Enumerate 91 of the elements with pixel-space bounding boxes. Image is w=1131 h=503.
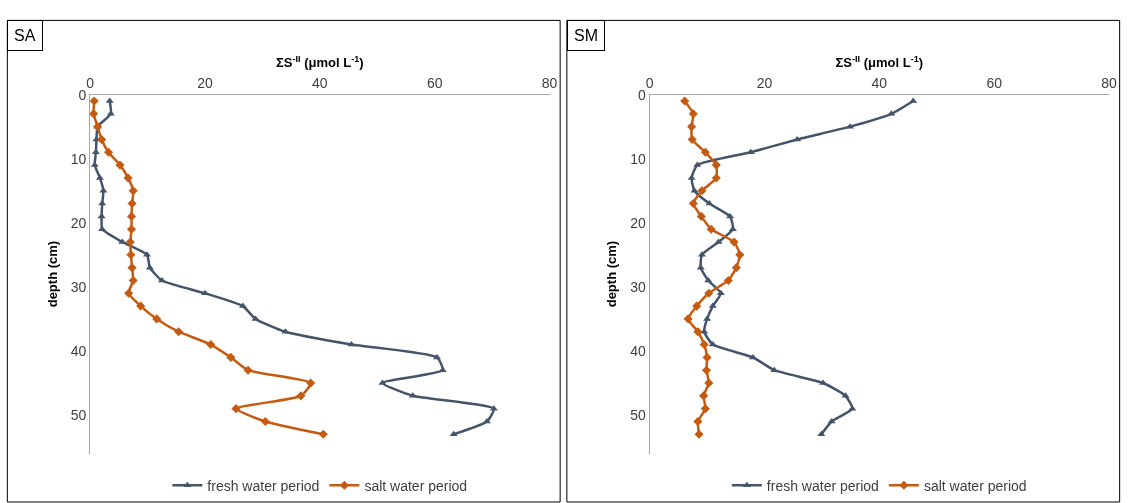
y-tick-label: 0: [638, 86, 647, 103]
point: [103, 147, 114, 157]
point: [694, 429, 704, 439]
x-tick-label: 60: [426, 75, 443, 92]
x-tick-label: 60: [986, 75, 1003, 92]
point: [697, 186, 707, 196]
point: [231, 404, 241, 414]
point: [700, 404, 710, 414]
legend-label: fresh water period: [766, 477, 879, 494]
legend-label: fresh water period: [207, 477, 320, 494]
point: [735, 250, 745, 260]
chart-title: SM: [574, 27, 598, 44]
point: [699, 340, 709, 350]
y-tick-label: 30: [70, 278, 87, 295]
point: [729, 237, 739, 247]
point: [123, 173, 133, 183]
point: [716, 289, 725, 296]
point: [136, 301, 146, 311]
point: [711, 160, 721, 170]
point: [97, 134, 107, 145]
y-tick-label: 40: [70, 342, 87, 359]
point: [243, 365, 253, 375]
y-tick-label: 30: [630, 278, 647, 295]
legend-label: salt water period: [364, 477, 468, 494]
point: [687, 122, 697, 132]
point: [683, 314, 693, 324]
y-tick-label: 20: [630, 214, 647, 231]
point: [692, 301, 702, 311]
point: [126, 250, 136, 260]
point: [827, 417, 836, 424]
point: [726, 212, 735, 219]
y-tick-label: 10: [630, 150, 647, 167]
point: [700, 147, 710, 157]
point: [432, 353, 442, 360]
point: [226, 352, 236, 362]
y-tick-label: 50: [70, 406, 87, 423]
x-axis-title: ΣS$^{-II}$ (μmol L$^{-1}$): [276, 53, 364, 70]
y-axis-title: depth (cm): [44, 240, 60, 308]
point: [687, 134, 697, 145]
point: [124, 288, 134, 298]
point: [731, 263, 741, 273]
point: [318, 429, 328, 439]
x-tick-label: 80: [1101, 75, 1118, 92]
chart-title: SA: [14, 27, 36, 44]
point: [126, 211, 137, 221]
x-tick-label: 40: [871, 75, 888, 92]
point: [793, 135, 802, 142]
y-tick-label: 20: [70, 214, 87, 231]
y-axis-title: depth (cm): [604, 240, 620, 308]
point: [699, 391, 709, 401]
x-tick-label: 20: [756, 75, 773, 92]
legend-label: salt water period: [923, 477, 1027, 494]
point: [704, 276, 713, 283]
y-tick-label: 50: [630, 406, 647, 423]
point: [688, 199, 698, 209]
point: [696, 211, 706, 221]
point: [157, 276, 166, 283]
point: [693, 327, 703, 337]
point: [706, 224, 716, 234]
y-tick-label: 10: [70, 150, 87, 167]
point: [680, 96, 690, 106]
point: [126, 224, 137, 234]
point: [449, 430, 458, 437]
point: [115, 160, 125, 170]
point: [206, 340, 216, 350]
point: [152, 314, 162, 324]
y-tick-label: 40: [630, 342, 647, 359]
point: [701, 365, 712, 375]
point: [723, 275, 733, 286]
point: [296, 391, 306, 401]
point: [306, 378, 316, 388]
point: [125, 237, 135, 247]
point: [89, 96, 99, 106]
point: [688, 109, 698, 119]
point: [704, 378, 714, 388]
point: [704, 288, 714, 298]
point: [128, 186, 138, 196]
point: [174, 327, 184, 337]
point: [260, 416, 270, 426]
x-tick-label: 80: [541, 75, 558, 92]
x-tick-label: 20: [197, 75, 213, 92]
y-tick-label: 0: [78, 86, 87, 103]
point: [693, 416, 703, 426]
point: [89, 109, 99, 119]
x-axis-title: ΣS$^{-II}$ (μmol L$^{-1}$): [835, 53, 924, 70]
point: [702, 352, 712, 362]
point: [711, 173, 721, 183]
point: [127, 263, 137, 273]
point: [817, 430, 826, 437]
point: [128, 275, 138, 286]
x-tick-label: 40: [312, 75, 328, 92]
